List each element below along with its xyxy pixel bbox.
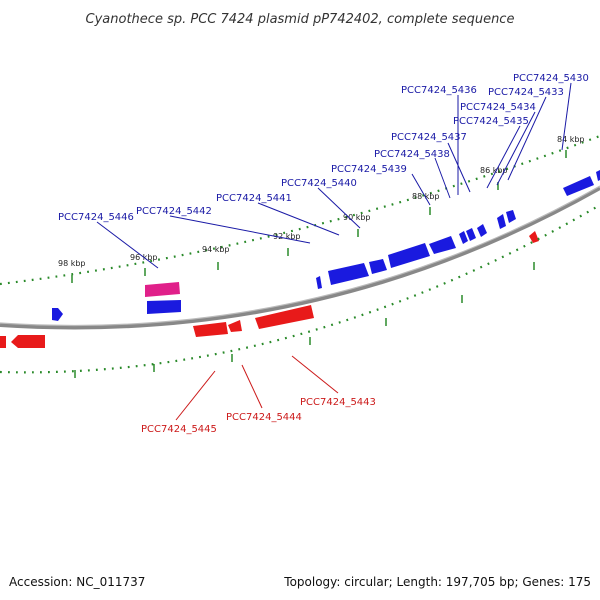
gene-arrow[interactable] <box>0 336 6 348</box>
gene-arrow[interactable] <box>388 243 430 268</box>
reverse-genes <box>0 231 539 348</box>
highlighted-gene-arrow[interactable] <box>145 282 180 297</box>
gene-arrow[interactable] <box>466 228 476 241</box>
gene-arrow[interactable] <box>563 176 594 196</box>
leader-line <box>241 364 263 409</box>
sequence-backbone <box>0 186 600 330</box>
gene-arrow[interactable] <box>193 322 228 337</box>
gene-arrow[interactable] <box>429 236 456 254</box>
leader-line <box>257 202 340 236</box>
reverse-label-leaders <box>175 355 339 421</box>
tick-label: 86 kbp <box>480 166 508 175</box>
map-title: Cyanothece sp. PCC 7424 plasmid pP742402… <box>86 12 515 27</box>
gene-label[interactable]: PCC7424_5444 <box>226 412 302 423</box>
inner-major-ticks <box>74 262 535 378</box>
forward-gene-labels: PCC7424_5430 PCC7424_5433 PCC7424_5434 P… <box>58 73 589 223</box>
leader-line <box>96 221 159 269</box>
gene-arrow[interactable] <box>255 305 314 329</box>
gene-arrow[interactable] <box>477 224 487 237</box>
gene-label[interactable]: PCC7424_5446 <box>58 212 134 223</box>
leader-line <box>486 125 521 189</box>
gene-arrow[interactable] <box>369 259 387 274</box>
leader-line <box>317 187 361 229</box>
accession-text: Accession: NC_011737 <box>9 575 145 589</box>
outer-tick-ring <box>0 134 600 286</box>
tick-label: 84 kbp <box>557 135 585 144</box>
gene-label[interactable]: PCC7424_5445 <box>141 424 217 435</box>
leader-line <box>496 111 536 186</box>
sequence-backbone-highlight <box>0 185 600 327</box>
gene-arrow[interactable] <box>506 210 516 223</box>
gene-label[interactable]: PCC7424_5442 <box>136 206 212 217</box>
gene-arrow[interactable] <box>497 214 506 229</box>
gene-label[interactable]: PCC7424_5433 <box>488 87 564 98</box>
gene-arrow[interactable] <box>228 320 242 332</box>
gene-arrow[interactable] <box>596 170 600 181</box>
leader-line <box>561 82 572 151</box>
gene-arrow[interactable] <box>11 335 45 348</box>
tick-label: 92 kbp <box>273 232 301 241</box>
gene-arrow[interactable] <box>459 231 468 244</box>
gene-label[interactable]: PCC7424_5434 <box>460 102 536 113</box>
gene-label[interactable]: PCC7424_5437 <box>391 132 467 143</box>
gene-label[interactable]: PCC7424_5438 <box>374 149 450 160</box>
tick-label: 98 kbp <box>58 259 86 268</box>
gene-label[interactable]: PCC7424_5430 <box>513 73 589 84</box>
tick-label: 88 kbp <box>412 192 440 201</box>
leader-line <box>175 370 216 421</box>
topology-summary-text: Topology: circular; Length: 197,705 bp; … <box>283 575 591 589</box>
leader-line <box>434 157 451 199</box>
gene-arrow[interactable] <box>147 300 181 314</box>
gene-label[interactable]: PCC7424_5441 <box>216 193 292 204</box>
tick-label: 94 kbp <box>202 245 230 254</box>
forward-genes <box>52 170 600 321</box>
gene-label[interactable]: PCC7424_5443 <box>300 397 376 408</box>
forward-label-leaders <box>96 82 572 269</box>
gene-arrow[interactable] <box>52 308 63 321</box>
leader-line <box>291 355 339 394</box>
leader-line <box>169 215 311 244</box>
leader-line <box>507 96 547 181</box>
gene-arrow[interactable] <box>316 276 322 289</box>
reverse-gene-labels: PCC7424_5443 PCC7424_5444 PCC7424_5445 <box>141 397 376 435</box>
leader-line <box>411 173 431 206</box>
leader-line <box>447 142 471 193</box>
tick-labels: 84 kbp 86 kbp 88 kbp 90 kbp 92 kbp 94 kb… <box>58 135 585 268</box>
gene-label[interactable]: PCC7424_5436 <box>401 85 477 96</box>
gene-label[interactable]: PCC7424_5435 <box>453 116 529 127</box>
gene-arrow[interactable] <box>328 263 369 285</box>
gene-label[interactable]: PCC7424_5440 <box>281 178 357 189</box>
gene-label[interactable]: PCC7424_5439 <box>331 164 407 175</box>
gene-arrow[interactable] <box>529 231 539 243</box>
tick-label: 90 kbp <box>343 213 371 222</box>
